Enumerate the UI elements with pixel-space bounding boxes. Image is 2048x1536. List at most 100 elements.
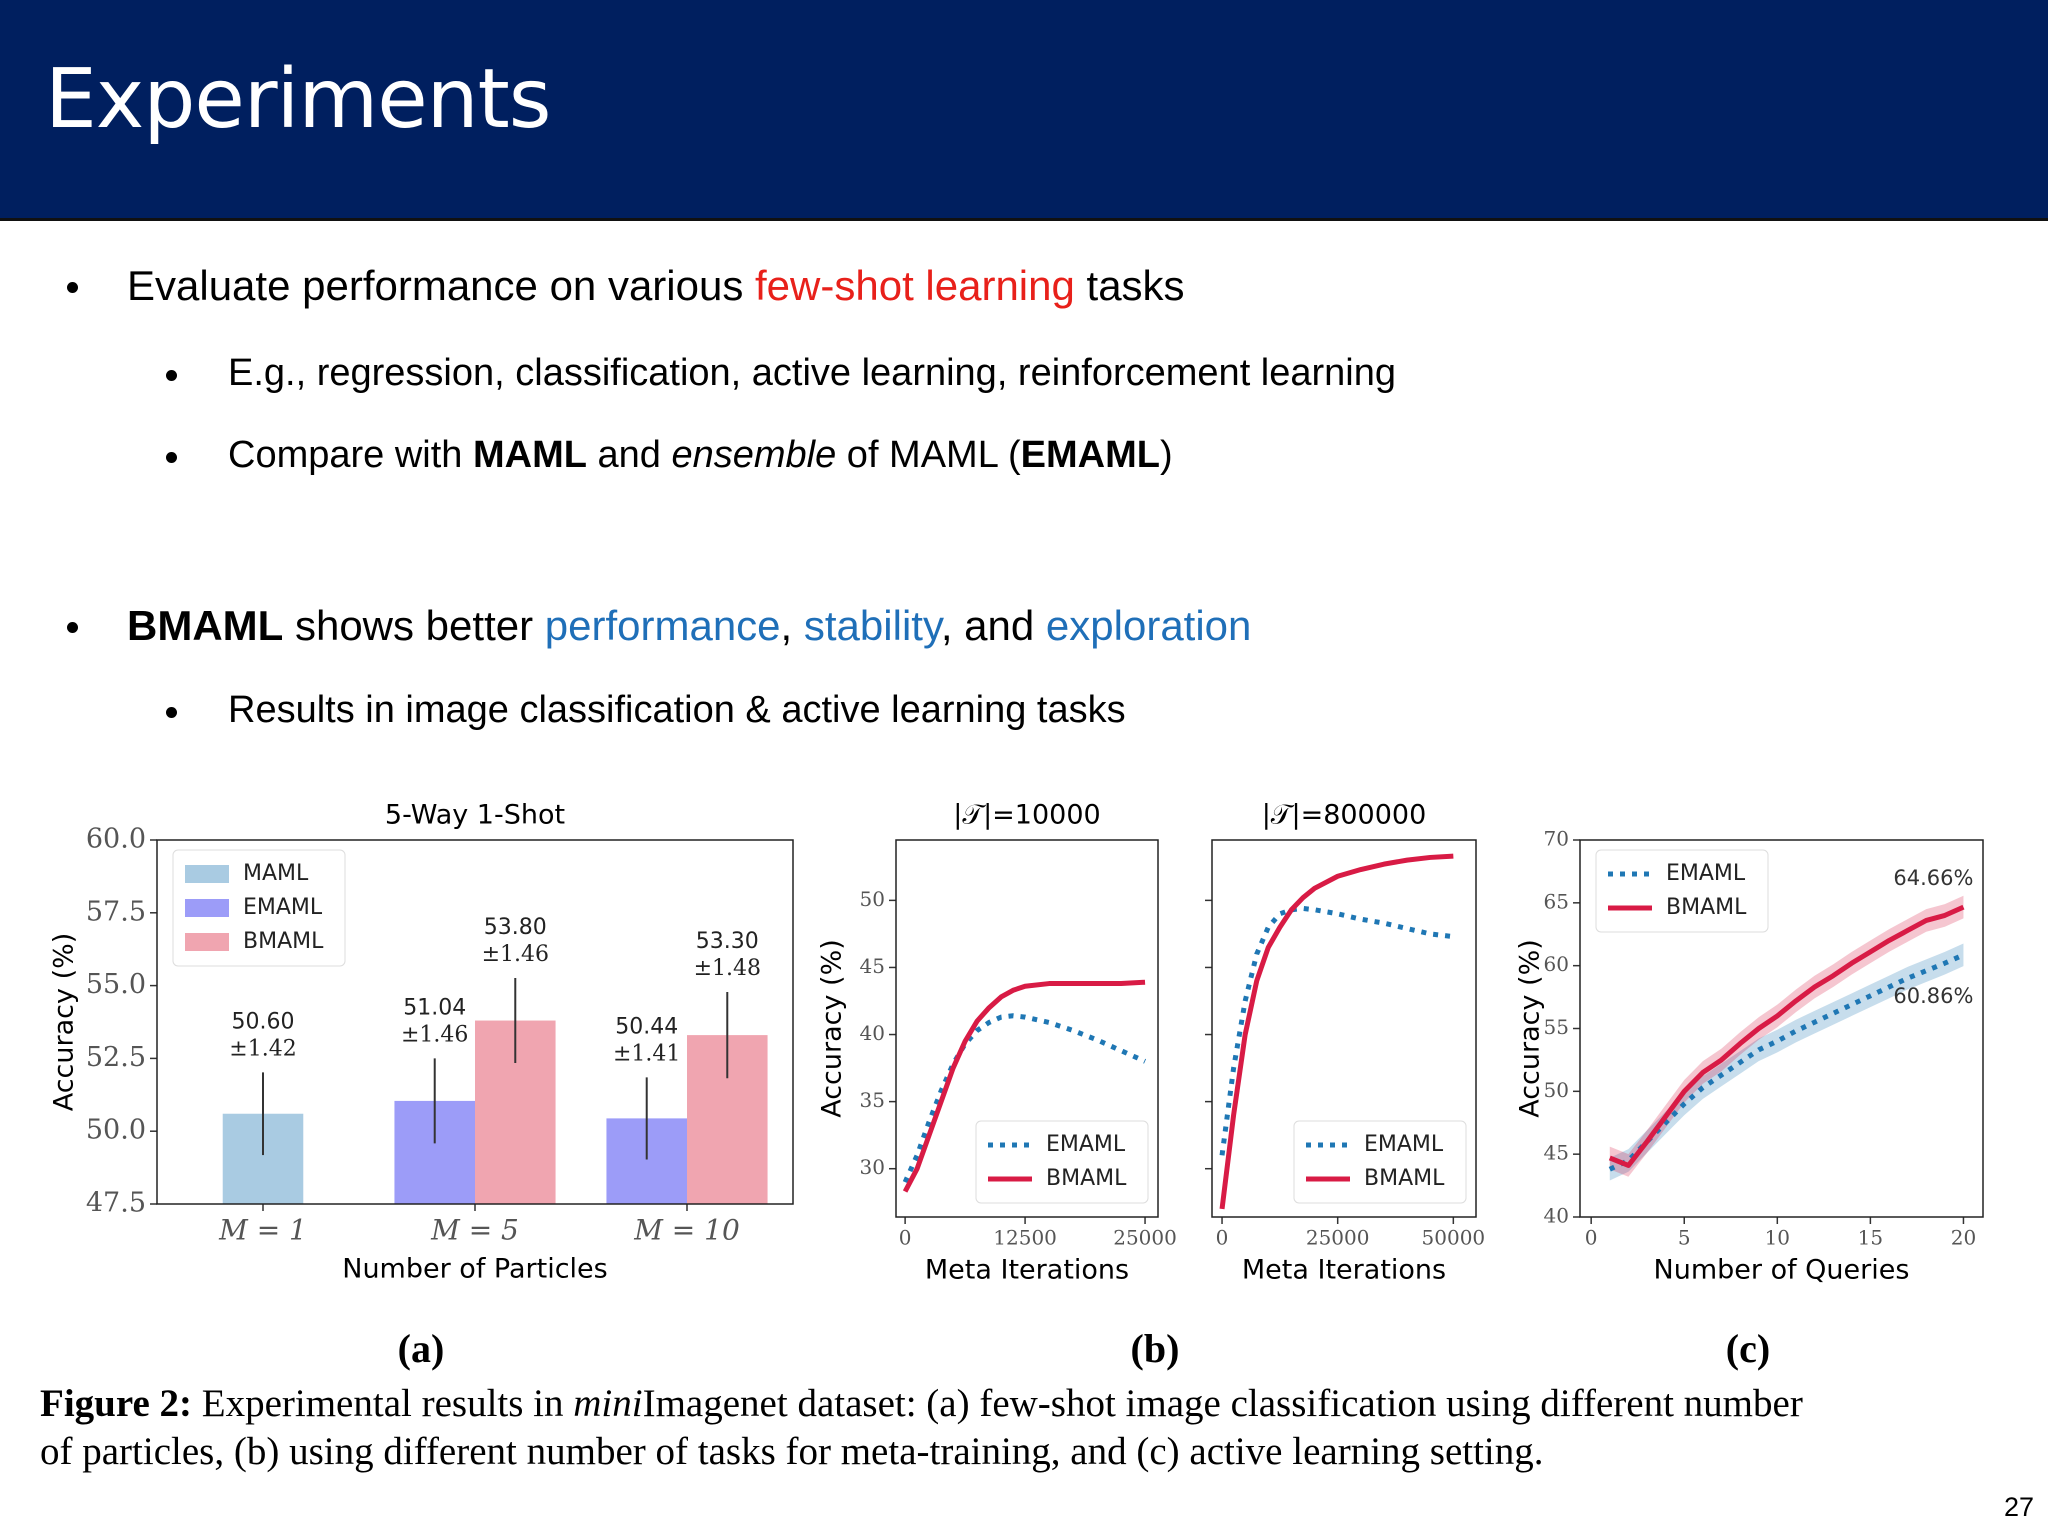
error-band <box>1609 943 1964 1181</box>
data-label: ±1.42 <box>229 1036 296 1061</box>
bullet-text: BMAML shows better performance, stabilit… <box>127 602 1251 650</box>
data-label: 53.30 <box>696 929 759 954</box>
x-axis-label: Number of Queries <box>1654 1255 1910 1286</box>
line <box>1608 904 1965 1168</box>
line <box>1219 905 1454 1156</box>
text: of MAML ( <box>836 434 1021 476</box>
data-label: ±1.46 <box>482 942 549 967</box>
text: exploration <box>1045 602 1252 649</box>
x-axis-label: Number of Particles <box>342 1254 607 1285</box>
text: Compare with <box>228 434 473 476</box>
slide-title: Experiments <box>45 52 552 147</box>
text: ensemble <box>671 434 837 476</box>
chart-title: |𝒯|=10000 <box>953 800 1100 831</box>
panel-label: (a) <box>397 1326 445 1371</box>
header: Experiments <box>0 0 2048 221</box>
y-tick-label: 60 <box>1544 952 1569 976</box>
bullet <box>166 452 177 463</box>
text: , and <box>940 602 1046 649</box>
legend-box <box>975 1120 1149 1204</box>
bullet <box>166 370 177 381</box>
text: Results in image classification & active… <box>228 689 1126 731</box>
legend-swatch <box>185 933 229 951</box>
y-tick-label: 55 <box>1544 1015 1569 1039</box>
bullet <box>67 282 78 293</box>
y-tick-label: 50 <box>860 887 885 911</box>
legend-swatch <box>185 899 229 917</box>
legend-label: EMAML <box>1046 1132 1126 1157</box>
legend-label: MAML <box>243 861 309 886</box>
axes-frame <box>1211 839 1477 1218</box>
figure-caption: Figure 2: Experimental results in miniIm… <box>40 1380 1803 1476</box>
x-tick-label: 50000 <box>1422 1226 1486 1250</box>
bullet-text: Results in image classification & active… <box>228 689 1126 732</box>
chart-title: 5-Way 1-Shot <box>385 800 565 831</box>
text: MAML <box>472 434 587 476</box>
data-label: 64.66% <box>1893 866 1973 890</box>
data-label: ±1.48 <box>694 956 761 981</box>
y-tick-label: 50.0 <box>86 1115 146 1146</box>
y-tick-label: 70 <box>1544 827 1569 851</box>
legend-label: BMAML <box>1666 895 1747 920</box>
panel-label: (c) <box>1725 1326 1771 1371</box>
legend-label: BMAML <box>243 929 324 954</box>
y-tick-label: 47.5 <box>86 1188 146 1219</box>
x-tick-label: 0 <box>1216 1226 1229 1250</box>
text: and <box>586 434 672 476</box>
text: ) <box>1159 434 1173 476</box>
axes-frame <box>895 839 1159 1218</box>
legend-label: EMAML <box>243 895 323 920</box>
y-tick-label: 35 <box>860 1088 885 1112</box>
x-tick-label: 0 <box>899 1226 912 1250</box>
y-tick-label: 50 <box>1544 1078 1569 1102</box>
text: Experimental results in <box>192 1382 574 1425</box>
legend-label: EMAML <box>1666 861 1746 886</box>
panel-label: (b) <box>1130 1326 1180 1371</box>
y-tick-label: 65 <box>1544 889 1569 913</box>
bullet-text: Evaluate performance on various few-shot… <box>127 262 1185 310</box>
text: few-shot learning <box>755 262 1075 309</box>
axes-frame <box>156 839 794 1205</box>
text: shows better <box>283 602 545 649</box>
x-tick-label: 5 <box>1678 1226 1691 1250</box>
data-label: 50.60 <box>232 1009 295 1034</box>
chart-title: |𝒯|=800000 <box>1262 800 1427 831</box>
y-tick-label: 60.0 <box>86 824 146 855</box>
x-tick-label: 10 <box>1765 1226 1790 1250</box>
data-label: ±1.41 <box>613 1041 680 1066</box>
y-tick-label: 45 <box>860 954 885 978</box>
data-label: 53.80 <box>484 915 547 940</box>
text: BMAML <box>127 602 284 649</box>
legend-box <box>1293 1120 1467 1204</box>
y-axis-label: Accuracy (%) <box>817 939 848 1118</box>
text: performance <box>544 602 781 649</box>
data-label: 50.44 <box>615 1014 678 1039</box>
legend-label: BMAML <box>1046 1166 1127 1191</box>
legend-label: EMAML <box>1364 1132 1444 1157</box>
legend-swatch <box>185 865 229 883</box>
x-tick-label: 0 <box>1585 1226 1598 1250</box>
y-tick-label: 55.0 <box>86 969 146 1000</box>
x-tick-label: 20 <box>1951 1226 1976 1250</box>
text: tasks <box>1074 262 1185 309</box>
x-tick-label: M = 10 <box>633 1214 740 1247</box>
line <box>902 979 1146 1193</box>
y-tick-label: 40 <box>860 1021 885 1045</box>
axes-frame <box>1579 839 1984 1218</box>
x-tick-label: 12500 <box>993 1226 1057 1250</box>
legend-box <box>1595 849 1769 933</box>
legend-label: BMAML <box>1364 1166 1445 1191</box>
y-axis-label: Accuracy (%) <box>1515 939 1546 1118</box>
x-tick-label: M = 5 <box>430 1214 519 1247</box>
bullet-text: Compare with MAML and ensemble of MAML (… <box>228 434 1173 477</box>
y-tick-label: 40 <box>1544 1204 1569 1228</box>
text: Figure 2: <box>40 1382 193 1425</box>
y-tick-label: 30 <box>860 1155 885 1179</box>
y-tick-label: 52.5 <box>86 1042 146 1073</box>
data-label: ±1.46 <box>401 1022 468 1047</box>
y-tick-label: 57.5 <box>86 896 146 927</box>
x-axis-label: Meta Iterations <box>925 1255 1129 1286</box>
text: , <box>780 602 804 649</box>
y-tick-label: 45 <box>1544 1141 1569 1165</box>
